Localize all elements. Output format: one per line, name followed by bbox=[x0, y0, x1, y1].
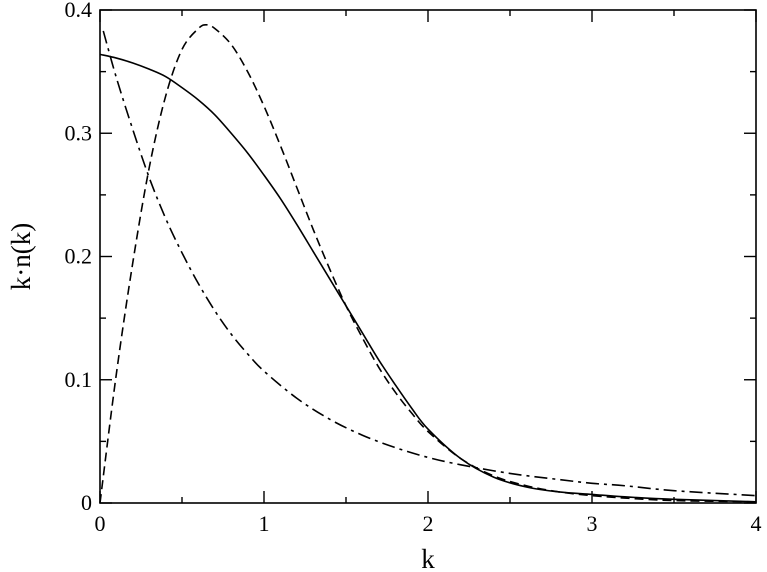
x-tick-label: 0 bbox=[95, 511, 106, 536]
y-axis-label: k·n(k) bbox=[6, 223, 36, 290]
tick-labels: 0 1 2 3 4 0 0.1 0.2 0.3 0.4 bbox=[65, 0, 762, 536]
x-tick-label: 4 bbox=[751, 511, 762, 536]
y-tick-label: 0 bbox=[81, 490, 92, 515]
tick-marks bbox=[99, 9, 757, 504]
y-tick-label: 0.2 bbox=[65, 244, 93, 269]
x-tick-label: 3 bbox=[587, 511, 598, 536]
x-tick-label: 2 bbox=[423, 511, 434, 536]
plot-lines bbox=[99, 23, 757, 504]
y-tick-label: 0.4 bbox=[65, 0, 93, 22]
y-tick-label: 0.1 bbox=[65, 367, 93, 392]
x-tick-label: 1 bbox=[259, 511, 270, 536]
x-axis-label: k bbox=[421, 544, 435, 572]
series-line-solid bbox=[99, 53, 757, 503]
series-line-dash-dot bbox=[102, 30, 757, 497]
y-tick-label: 0.3 bbox=[65, 120, 93, 145]
series-line-dashed bbox=[99, 23, 757, 504]
